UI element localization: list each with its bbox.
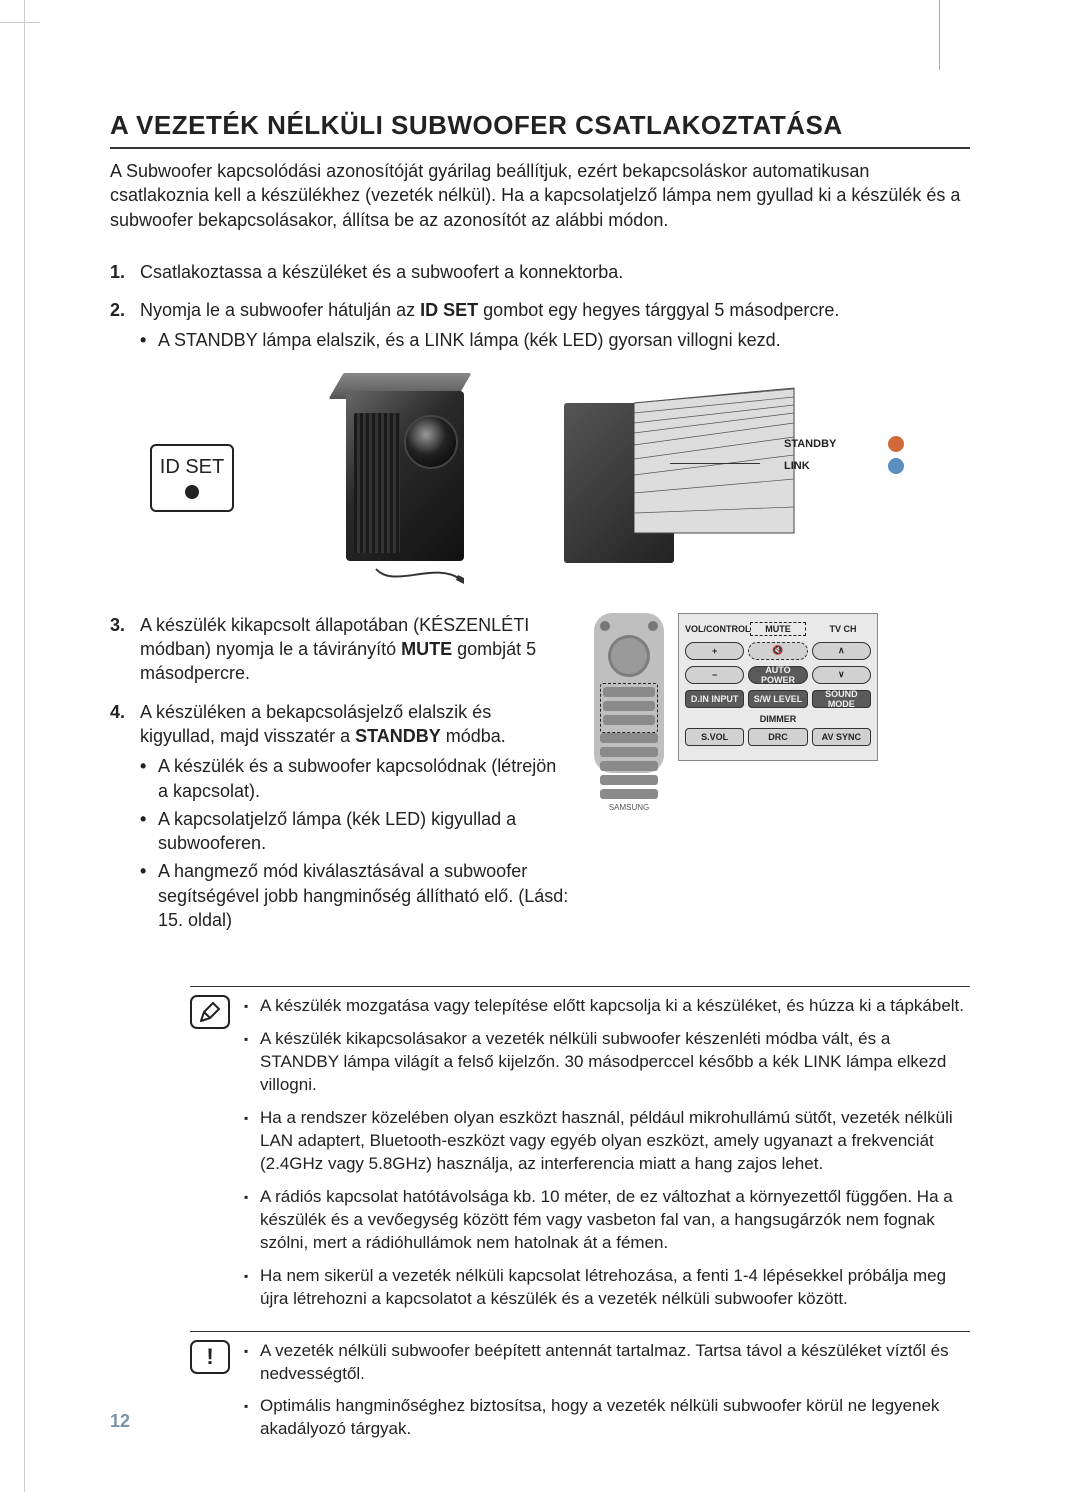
step-3: A készülék kikapcsolt állapotában (KÉSZE…: [110, 613, 570, 686]
btn-minus: −: [685, 666, 744, 684]
remote-button-panel: VOL/CONTROL MUTE TV CH + 🔇 ∧ − AUTO POWE…: [678, 613, 878, 761]
step-1: Csatlakoztassa a készüléket és a subwoof…: [110, 260, 970, 284]
crop-mark-vertical: [24, 0, 25, 1492]
label-tvch: TV CH: [815, 624, 871, 634]
link-label: LINK: [784, 460, 810, 472]
btn-sw-level: S/W LEVEL: [748, 690, 807, 708]
led-panel: STANDBY LINK: [784, 433, 904, 477]
standby-label: STANDBY: [784, 438, 836, 450]
btn-sound-mode: SOUND MODE: [812, 690, 871, 708]
steps-3-4-row: A készülék kikapcsolt állapotában (KÉSZE…: [110, 613, 970, 947]
notes-separator-1: [190, 986, 970, 987]
step-3-bold: MUTE: [401, 639, 452, 659]
btn-plus: +: [685, 642, 744, 660]
power-cable-icon: [374, 565, 464, 589]
btn-drc: DRC: [748, 728, 807, 746]
mute-speaker-icon: 🔇: [748, 642, 807, 660]
step-2-pre: Nyomja le a subwoofer hátulján az: [140, 300, 420, 320]
info-notes-list: A készülék mozgatása vagy telepítése elő…: [244, 995, 970, 1320]
warning-note-1: A vezeték nélküli subwoofer beépített an…: [244, 1340, 970, 1386]
notes-separator-2: [190, 1331, 970, 1332]
step-2-bold: ID SET: [420, 300, 478, 320]
note-block-warning: ! A vezeték nélküli subwoofer beépített …: [190, 1340, 970, 1452]
warning-note-2: Optimális hangminőséghez biztosítsa, hog…: [244, 1395, 970, 1441]
remote-control-icon: SAMSUNG: [594, 613, 664, 773]
subwoofer-back-figure: STANDBY LINK: [564, 383, 834, 573]
remote-figure: SAMSUNG VOL/CONTROL MUTE TV CH + 🔇 ∧ − A…: [594, 613, 970, 947]
step-4-sub2: A kapcsolatjelző lámpa (kék LED) kigyull…: [140, 807, 570, 856]
info-note-1: A készülék mozgatása vagy telepítése elő…: [244, 995, 970, 1018]
idset-label-box: ID SET: [150, 444, 234, 512]
btn-auto-power: AUTO POWER: [748, 666, 807, 684]
steps-list: Csatlakoztassa a készüléket és a subwoof…: [110, 260, 970, 353]
step-4-post: módba.: [441, 726, 506, 746]
link-led-icon: [888, 458, 904, 474]
label-mute: MUTE: [750, 622, 806, 636]
btn-ch-down: ∨: [812, 666, 871, 684]
figure-row-1: ID SET: [150, 373, 970, 583]
note-block-info: A készülék mozgatása vagy telepítése elő…: [190, 995, 970, 1320]
step-2-post: gombot egy hegyes tárggyal 5 másodpercre…: [478, 300, 839, 320]
step-4: A készüléken a bekapcsolásjelző elalszik…: [110, 700, 570, 933]
step-4-bold: STANDBY: [355, 726, 441, 746]
idset-label: ID SET: [160, 456, 224, 479]
step-1-text: Csatlakoztassa a készüléket és a subwoof…: [140, 262, 623, 282]
standby-led-icon: [888, 436, 904, 452]
pencil-note-icon: [190, 995, 230, 1029]
idset-dot-icon: [185, 485, 199, 499]
step-4-sub3: A hangmező mód kiválasztásával a subwoof…: [140, 859, 570, 932]
heading-rule: [110, 147, 970, 149]
warning-notes-list: A vezeték nélküli subwoofer beépített an…: [244, 1340, 970, 1452]
label-dimmer: DIMMER: [685, 714, 871, 724]
info-note-2: A készülék kikapcsolásakor a vezeték nél…: [244, 1028, 970, 1097]
step-4-sub1: A készülék és a subwoofer kapcsolódnak (…: [140, 754, 570, 803]
info-note-5: Ha nem sikerül a vezeték nélküli kapcsol…: [244, 1265, 970, 1311]
step-2-sub1: A STANDBY lámpa elalszik, és a LINK lámp…: [140, 328, 970, 352]
info-note-3: Ha a rendszer közelében olyan eszközt ha…: [244, 1107, 970, 1176]
info-note-4: A rádiós kapcsolat hatótávolsága kb. 10 …: [244, 1186, 970, 1255]
crop-mark-top-right: [939, 0, 940, 70]
page-content: A VEZETÉK NÉLKÜLI SUBWOOFER CSATLAKOZTAT…: [110, 110, 970, 1461]
step-2: Nyomja le a subwoofer hátulján az ID SET…: [110, 298, 970, 353]
section-heading: A VEZETÉK NÉLKÜLI SUBWOOFER CSATLAKOZTAT…: [110, 110, 970, 141]
btn-svol: S.VOL: [685, 728, 744, 746]
exclamation-note-icon: !: [190, 1340, 230, 1374]
btn-din-input: D.IN INPUT: [685, 690, 744, 708]
btn-ch-up: ∧: [812, 642, 871, 660]
intro-paragraph: A Subwoofer kapcsolódási azonosítóját gy…: [110, 159, 970, 232]
subwoofer-front-figure: [324, 373, 474, 583]
crop-mark-horizontal: [0, 22, 40, 23]
btn-avsync: AV SYNC: [812, 728, 871, 746]
page-number: 12: [110, 1411, 130, 1432]
label-volcontrol: VOL/CONTROL: [685, 624, 741, 634]
